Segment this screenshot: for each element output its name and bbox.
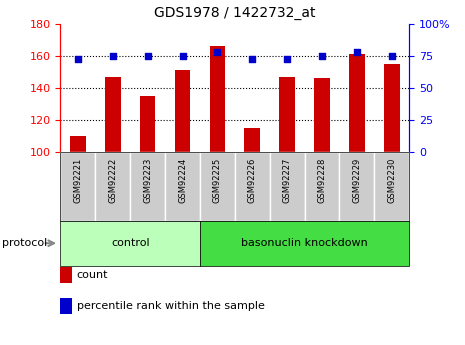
Text: GSM92221: GSM92221 <box>73 157 82 203</box>
Text: basonuclin knockdown: basonuclin knockdown <box>241 238 368 248</box>
Point <box>283 56 291 61</box>
Point <box>214 49 221 55</box>
Point <box>248 56 256 61</box>
Point <box>109 53 116 59</box>
Text: percentile rank within the sample: percentile rank within the sample <box>77 302 265 311</box>
Bar <box>200 221 409 266</box>
Text: GSM92230: GSM92230 <box>387 157 396 203</box>
Bar <box>175 70 190 152</box>
Bar <box>349 55 365 152</box>
Point <box>388 53 395 59</box>
Bar <box>130 152 165 221</box>
Text: GSM92228: GSM92228 <box>318 157 326 203</box>
Bar <box>384 64 399 152</box>
Text: GSM92223: GSM92223 <box>143 157 152 203</box>
Text: GSM92224: GSM92224 <box>178 157 187 203</box>
Bar <box>95 152 130 221</box>
Bar <box>60 221 200 266</box>
Text: control: control <box>111 238 150 248</box>
Bar <box>140 96 155 152</box>
Point <box>179 53 186 59</box>
Bar <box>339 152 374 221</box>
Point <box>318 53 325 59</box>
Point <box>144 53 152 59</box>
Bar <box>374 152 409 221</box>
Title: GDS1978 / 1422732_at: GDS1978 / 1422732_at <box>154 6 316 20</box>
Bar <box>60 152 95 221</box>
Text: count: count <box>77 270 108 280</box>
Bar <box>200 152 235 221</box>
Point <box>353 49 361 55</box>
Bar <box>270 152 305 221</box>
Text: GSM92225: GSM92225 <box>213 157 222 203</box>
Text: GSM92229: GSM92229 <box>352 157 361 203</box>
Text: GSM92227: GSM92227 <box>283 157 292 203</box>
Bar <box>70 136 86 152</box>
Text: protocol: protocol <box>2 238 47 248</box>
Bar <box>235 152 270 221</box>
Bar <box>210 47 225 152</box>
Bar <box>305 152 339 221</box>
Text: GSM92226: GSM92226 <box>248 157 257 203</box>
Bar <box>279 77 295 152</box>
Text: GSM92222: GSM92222 <box>108 157 117 203</box>
Bar <box>165 152 200 221</box>
Bar <box>245 128 260 152</box>
Point <box>74 56 82 61</box>
Bar <box>314 78 330 152</box>
Bar <box>105 77 120 152</box>
